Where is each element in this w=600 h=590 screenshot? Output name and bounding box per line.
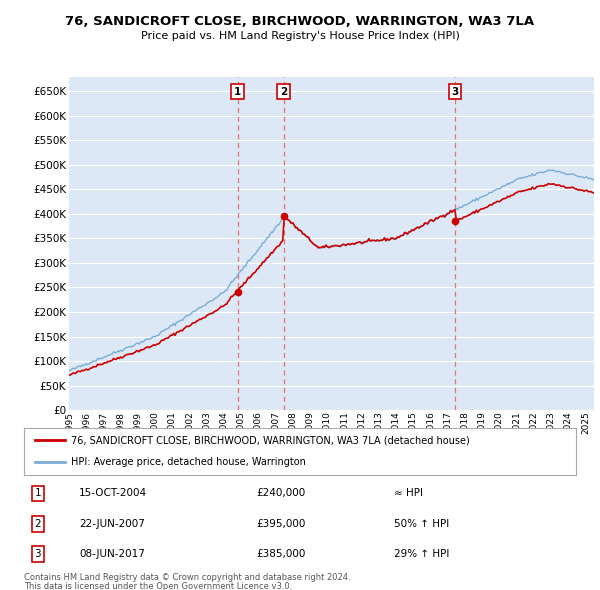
- Text: 08-JUN-2017: 08-JUN-2017: [79, 549, 145, 559]
- Text: 3: 3: [452, 87, 459, 97]
- Text: ≈ HPI: ≈ HPI: [394, 489, 423, 499]
- Text: 15-OCT-2004: 15-OCT-2004: [79, 489, 148, 499]
- Text: Price paid vs. HM Land Registry's House Price Index (HPI): Price paid vs. HM Land Registry's House …: [140, 31, 460, 41]
- Text: 76, SANDICROFT CLOSE, BIRCHWOOD, WARRINGTON, WA3 7LA: 76, SANDICROFT CLOSE, BIRCHWOOD, WARRING…: [65, 15, 535, 28]
- Text: 1: 1: [34, 489, 41, 499]
- Text: £395,000: £395,000: [256, 519, 305, 529]
- Text: 2: 2: [34, 519, 41, 529]
- Text: 50% ↑ HPI: 50% ↑ HPI: [394, 519, 449, 529]
- Text: £240,000: £240,000: [256, 489, 305, 499]
- Text: 22-JUN-2007: 22-JUN-2007: [79, 519, 145, 529]
- Text: Contains HM Land Registry data © Crown copyright and database right 2024.: Contains HM Land Registry data © Crown c…: [24, 573, 350, 582]
- Text: 76, SANDICROFT CLOSE, BIRCHWOOD, WARRINGTON, WA3 7LA (detached house): 76, SANDICROFT CLOSE, BIRCHWOOD, WARRING…: [71, 435, 470, 445]
- Text: 3: 3: [34, 549, 41, 559]
- Text: 2: 2: [280, 87, 287, 97]
- Text: This data is licensed under the Open Government Licence v3.0.: This data is licensed under the Open Gov…: [24, 582, 292, 590]
- Text: 1: 1: [234, 87, 241, 97]
- Text: 29% ↑ HPI: 29% ↑ HPI: [394, 549, 449, 559]
- Text: £385,000: £385,000: [256, 549, 305, 559]
- Text: HPI: Average price, detached house, Warrington: HPI: Average price, detached house, Warr…: [71, 457, 306, 467]
